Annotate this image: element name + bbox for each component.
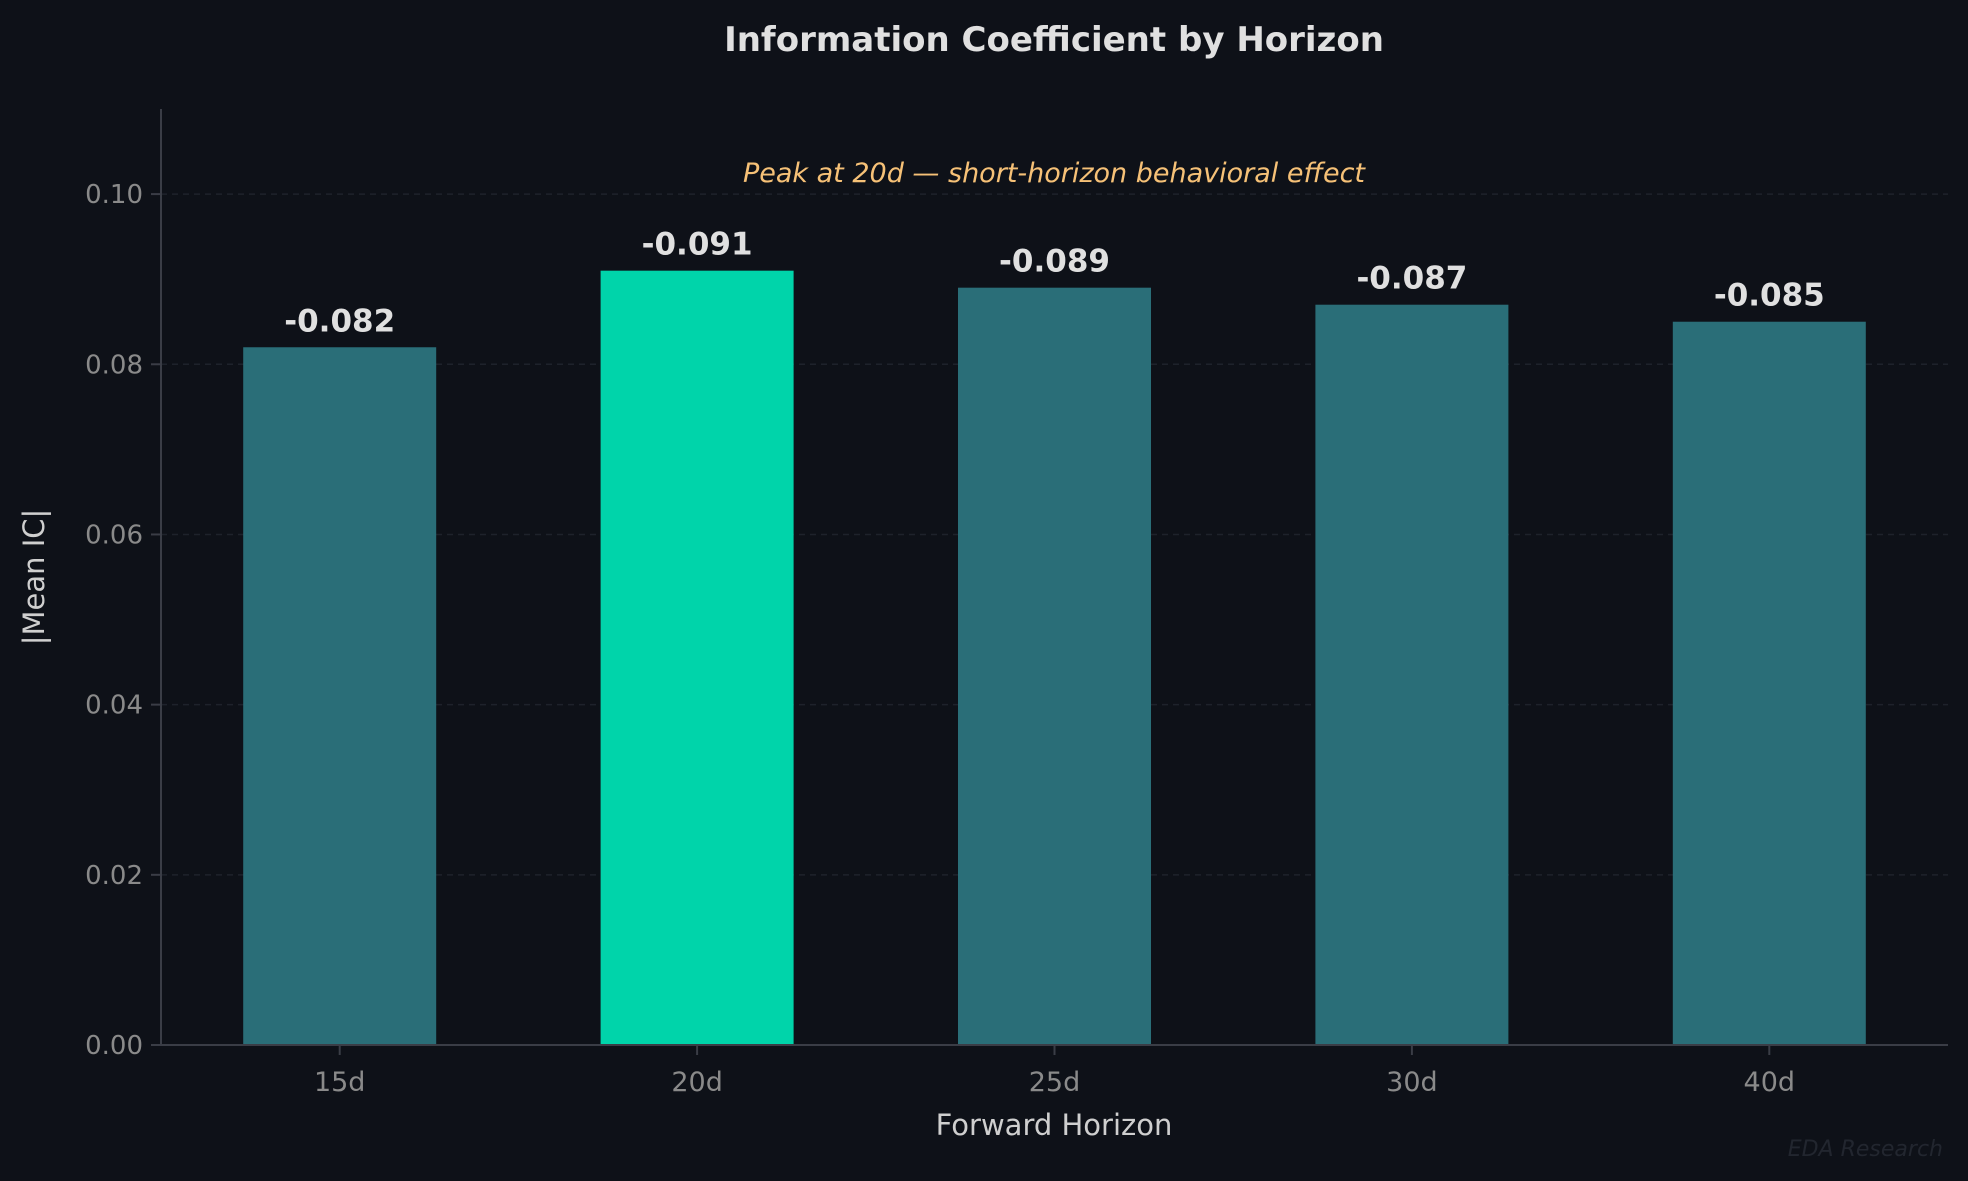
data-label: -0.087 [1356, 261, 1467, 297]
watermark: EDA Research [1788, 1137, 1943, 1162]
y-tick-label: 0.06 [85, 520, 143, 550]
bar-25d [958, 287, 1151, 1045]
x-tick-label: 25d [1029, 1067, 1081, 1098]
x-tick-label: 40d [1744, 1067, 1796, 1098]
x-axis-label: Forward Horizon [936, 1108, 1173, 1142]
data-label: -0.082 [284, 303, 395, 339]
bar-30d [1315, 304, 1509, 1045]
y-tick-label: 0.04 [85, 691, 143, 721]
chart-title: Information Coefficient by Horizon [724, 20, 1384, 60]
data-label: -0.091 [642, 227, 753, 263]
y-tick-label: 0.10 [85, 180, 143, 210]
y-tick-label: 0.08 [85, 350, 143, 380]
bar-15d [243, 347, 437, 1046]
annotation: Peak at 20d — short-horizon behavioral e… [743, 158, 1366, 189]
x-tick-label: 20d [671, 1067, 723, 1098]
bar-40d [1672, 321, 1866, 1045]
x-tick-label: 15d [314, 1067, 366, 1098]
y-axis-label: |Mean IC| [17, 509, 51, 646]
bar-20d [600, 270, 794, 1045]
x-tick-label: 30d [1386, 1067, 1438, 1098]
data-label: -0.085 [1714, 278, 1825, 314]
data-label: -0.089 [999, 244, 1110, 280]
y-tick-label: 0.00 [85, 1031, 143, 1061]
y-tick-label: 0.02 [85, 861, 143, 891]
